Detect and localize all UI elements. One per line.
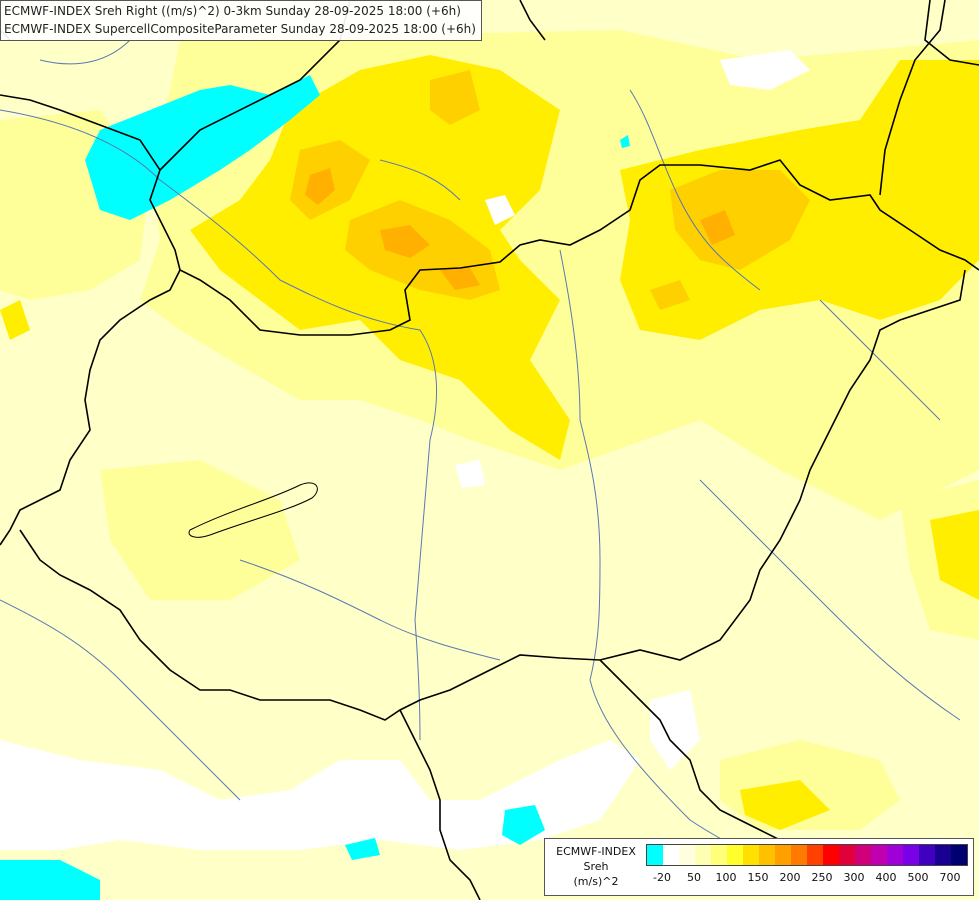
legend-tick-label: 500 [907,871,929,884]
legend-tick-label: -20 [653,871,671,884]
legend-tick-label: 250 [811,871,833,884]
legend-swatch [903,845,919,865]
legend-swatch [727,845,743,865]
legend-unit: (m/s)^2 [573,875,619,888]
legend-variable: Sreh [583,860,609,873]
legend-ticks: -20 50 100 150 200 250 300 400 500 700 [646,871,966,885]
legend-swatch [919,845,935,865]
legend-swatch [935,845,951,865]
legend-swatch [759,845,775,865]
legend-swatch [791,845,807,865]
legend-swatch [663,845,679,865]
map-title-scp: ECMWF-INDEX SupercellCompositeParameter … [4,22,476,36]
legend-swatch [823,845,839,865]
legend-swatch [679,845,695,865]
legend-swatch [695,845,711,865]
legend-swatch [951,845,967,865]
lake-outline [188,482,318,538]
legend-swatch [855,845,871,865]
legend-swatch [807,845,823,865]
legend-colorbar [646,844,968,866]
legend-tick-label: 700 [939,871,961,884]
legend-tick-label: 400 [875,871,897,884]
legend-swatch [647,845,663,865]
map-title-box: ECMWF-INDEX Sreh Right ((m/s)^2) 0-3km S… [0,0,482,41]
legend-swatch [887,845,903,865]
legend-swatch [839,845,855,865]
field-level-0 [0,50,810,850]
legend-swatch [775,845,791,865]
legend-model: ECMWF-INDEX [556,845,636,858]
legend-tick-label: 150 [747,871,769,884]
legend-label: ECMWF-INDEX Sreh (m/s)^2 [551,844,641,889]
map-title-sreh: ECMWF-INDEX Sreh Right ((m/s)^2) 0-3km S… [4,4,461,18]
color-legend: ECMWF-INDEX Sreh (m/s)^2 -20 50 100 150 200 2… [544,838,974,896]
legend-tick-label: 50 [687,871,701,884]
legend-tick-label: 300 [843,871,865,884]
legend-swatch [743,845,759,865]
legend-swatch [871,845,887,865]
legend-tick-label: 200 [779,871,801,884]
legend-tick-label: 100 [715,871,737,884]
field-level-200 [305,168,735,290]
legend-swatch [711,845,727,865]
field-level-negative [0,75,630,900]
